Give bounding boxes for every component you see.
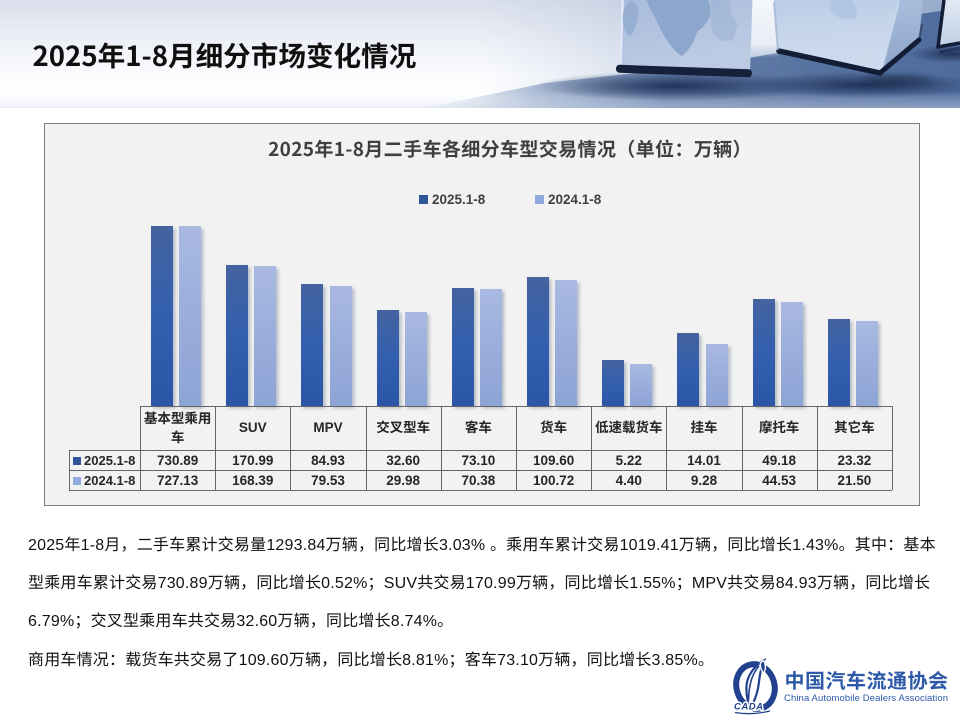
svg-text:CADA: CADA bbox=[734, 702, 763, 713]
svg-text:CADA: CADA bbox=[734, 702, 763, 713]
